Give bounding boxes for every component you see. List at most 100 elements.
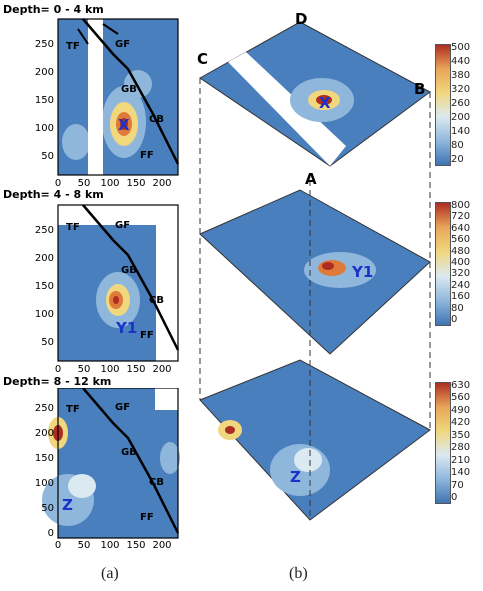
fault-label-cb: CB xyxy=(149,295,164,306)
colorbar-tick-label: 640 xyxy=(451,222,471,234)
fault-label-gf: GF xyxy=(115,220,130,231)
fault-line xyxy=(82,18,180,165)
fault-label-ff: FF xyxy=(140,150,154,161)
colorbar-tick-label: 70 xyxy=(451,479,464,491)
anomaly-label-x: X xyxy=(118,116,130,134)
y-axis-ticks: 250 200 150 100 50 xyxy=(35,39,54,162)
x-tick: 100 xyxy=(100,540,119,550)
colorbar-tick-label: 420 xyxy=(451,417,471,429)
contour-region xyxy=(62,124,90,160)
colorbar-tick-label: 140 xyxy=(451,467,471,479)
x-axis-ticks: 0 50 100 150 200 xyxy=(55,540,172,550)
anomaly-label-z: Z xyxy=(290,468,301,486)
colorbar-tick-label: 400 xyxy=(451,257,471,268)
x-tick: 100 xyxy=(100,178,119,186)
fault-label-gf: GF xyxy=(115,402,130,413)
fault-label-gb: GB xyxy=(121,447,137,458)
colorbar-1 xyxy=(435,44,451,166)
corner-label-b: B xyxy=(414,80,426,98)
fault-label-tf: TF xyxy=(66,222,80,233)
colorbar-tick-label: 210 xyxy=(451,454,471,466)
colorbar-tick-label: 720 xyxy=(451,211,471,223)
colorbar-tick-label: 380 xyxy=(451,70,471,81)
y-tick: 250 xyxy=(35,403,54,414)
colorbar-tick-label: 440 xyxy=(451,56,471,67)
fault-label-gf: GF xyxy=(115,39,130,50)
colorbar-2 xyxy=(435,202,451,326)
fault-label-cb: CB xyxy=(149,477,164,488)
x-tick: 150 xyxy=(126,178,145,186)
colorbar-tick-label: 320 xyxy=(451,268,471,280)
caption-b: (b) xyxy=(289,565,308,582)
colorbar-tick-label: 80 xyxy=(451,302,464,314)
y-tick: 250 xyxy=(35,39,54,50)
contour-region xyxy=(316,95,332,105)
x-tick: 0 xyxy=(55,178,61,186)
colorbar-tick-label: 280 xyxy=(451,442,471,454)
y-tick: 150 xyxy=(35,95,54,106)
x-tick: 100 xyxy=(100,364,119,372)
fault-label-ff: FF xyxy=(140,512,154,523)
x-tick: 0 xyxy=(55,540,61,550)
contour-region xyxy=(322,262,334,270)
x-tick: 150 xyxy=(126,540,145,550)
panel2-title: Depth= 4 - 8 km xyxy=(3,188,104,201)
panel1-title: Depth= 0 - 4 km xyxy=(3,3,104,16)
colorbar-tick-label: 0 xyxy=(451,492,458,503)
fault-label-tf: TF xyxy=(66,41,80,52)
y-tick: 0 xyxy=(48,528,54,539)
colorbar-tick-label: 800 xyxy=(451,200,471,211)
colorbar-3 xyxy=(435,382,451,504)
contour-region xyxy=(294,448,322,472)
colorbar-tick-label: 80 xyxy=(451,140,464,151)
y-tick: 150 xyxy=(35,281,54,292)
fault-label-gb: GB xyxy=(121,265,137,276)
anomaly-label-x: X xyxy=(319,94,331,112)
y-tick: 200 xyxy=(35,67,54,78)
y-tick: 50 xyxy=(41,151,54,162)
y-tick: 200 xyxy=(35,428,54,439)
x-tick: 200 xyxy=(152,178,171,186)
panel3-title: Depth= 8 - 12 km xyxy=(3,375,112,388)
x-tick: 0 xyxy=(55,364,61,372)
anomaly-label-y1: Y1 xyxy=(115,319,137,337)
contour-region xyxy=(113,296,119,304)
fault-label-cb: CB xyxy=(149,114,164,125)
colorbar-tick-label: 240 xyxy=(451,279,471,291)
colorbar-tick-label: 0 xyxy=(451,314,458,325)
y-axis-ticks: 250 200 150 100 50 xyxy=(35,225,54,348)
y-tick: 200 xyxy=(35,253,54,264)
fault-line xyxy=(82,388,180,534)
x-tick: 50 xyxy=(78,178,91,186)
colorbar-tick-label: 560 xyxy=(451,392,471,404)
fault-line xyxy=(77,23,119,45)
y-tick: 250 xyxy=(35,225,54,236)
corner-label-a: A xyxy=(305,170,317,188)
colorbar-tick-label: 320 xyxy=(451,84,471,95)
y-tick: 50 xyxy=(41,337,54,348)
fault-line xyxy=(82,204,180,351)
y-tick: 50 xyxy=(41,503,54,514)
colorbar-tick-label: 160 xyxy=(451,291,471,303)
colorbar-tick-label: 630 xyxy=(451,380,471,391)
data-gap xyxy=(155,388,178,410)
caption-a: (a) xyxy=(101,565,119,582)
y-tick: 150 xyxy=(35,453,54,464)
contour-region xyxy=(160,442,180,474)
colorbar-tick-label: 260 xyxy=(451,98,471,109)
y-tick: 100 xyxy=(35,309,54,320)
colorbar-tick-label: 500 xyxy=(451,42,471,53)
colorbar-tick-label: 480 xyxy=(451,245,471,257)
map-frame xyxy=(57,18,179,176)
x-tick: 200 xyxy=(152,364,171,372)
y-tick: 100 xyxy=(35,478,54,489)
fault-label-ff: FF xyxy=(140,330,154,341)
map-frame xyxy=(57,204,179,362)
colorbar-tick-label: 20 xyxy=(451,154,464,165)
colorbar-tick-label: 490 xyxy=(451,404,471,416)
map-frame xyxy=(57,388,179,539)
contour-region xyxy=(68,474,96,498)
stacked-3d-view: X Y1 Z xyxy=(199,21,431,521)
corner-label-d: D xyxy=(295,10,308,28)
fault-label-gb: GB xyxy=(121,84,137,95)
